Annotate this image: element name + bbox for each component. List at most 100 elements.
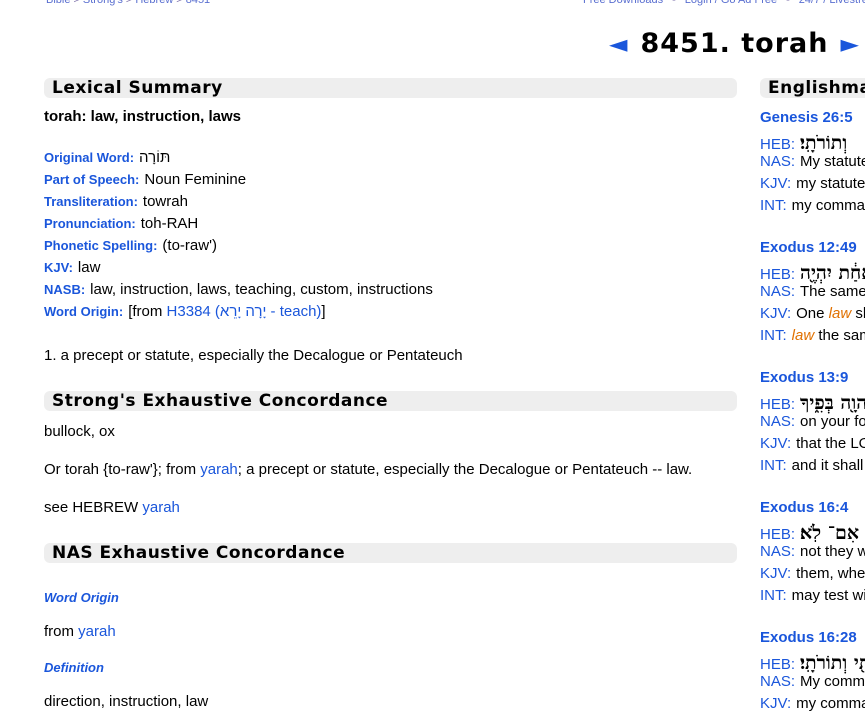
- text: ; a precept or statute, especially the D…: [237, 461, 693, 478]
- verse-line: INT: may test will walk: [760, 585, 865, 607]
- field-row: Phonetic Spelling: (to-raw'): [44, 235, 217, 257]
- hebrew: וְתוֹרֹתָֽי׃: [800, 132, 847, 154]
- separator: >: [176, 0, 183, 6]
- line-label: NAS:: [760, 413, 796, 430]
- text: that the LORD'S law: [796, 435, 865, 452]
- hebrew: בְּתוֹרָתִ֖י אִם־ לֹֽא׃: [800, 522, 865, 544]
- text: may test will walk: [791, 587, 865, 604]
- text: not they will walk: [800, 543, 865, 560]
- top-link[interactable]: Login / Go Ad Free: [684, 0, 778, 6]
- line-label: KJV:: [760, 435, 792, 452]
- breadcrumb: Bible > Strong's > Hebrew >8451: [46, 0, 210, 6]
- line-label: HEB:: [760, 396, 796, 413]
- verse-line: NAS:not they will walk: [760, 541, 865, 563]
- text: ]: [321, 303, 326, 320]
- verse-line: KJV:my commandments: [760, 693, 865, 715]
- subheading: Definition: [44, 660, 104, 675]
- verse-line: HEB:תּוֹרָ֣ה אַחַ֔ת יִהְיֶ֖ה: [760, 262, 865, 286]
- verse-ref[interactable]: Exodus 13:9: [760, 369, 849, 386]
- line-label: INT:: [760, 457, 787, 474]
- breadcrumb-link[interactable]: Hebrew: [135, 0, 174, 6]
- text: Or torah {to-raw'}; from: [44, 461, 201, 478]
- verse-line: NAS:My statutes and My laws.: [760, 151, 865, 173]
- breadcrumb-link[interactable]: 8451: [185, 0, 211, 6]
- verse-line: INT: my commandments my statutes and my l…: [760, 195, 865, 217]
- breadcrumb-link[interactable]: Strong's: [82, 0, 123, 6]
- field-row: Word Origin: [from H3384 (יָרָה יָרֵא - t…: [44, 301, 326, 323]
- link[interactable]: yarah: [200, 461, 238, 478]
- strongs-line: bullock, ox: [44, 421, 115, 443]
- field-row: Original Word: תּוֹרָה: [44, 147, 170, 169]
- verse-text: my commandments: [796, 695, 865, 712]
- field-row: Pronunciation: toh-RAH: [44, 213, 198, 235]
- text: One: [796, 305, 829, 322]
- verse-line: KJV:that the LORD'S law: [760, 433, 865, 455]
- next-arrow[interactable]: ►: [840, 30, 860, 58]
- line-label: NAS:: [760, 543, 796, 560]
- verse-text: may test will walk: [792, 587, 865, 604]
- field-label: Original Word:: [44, 150, 135, 165]
- text: (to-raw'): [162, 237, 217, 254]
- verse-ref[interactable]: Exodus 16:28: [760, 629, 857, 646]
- link[interactable]: yarah: [142, 499, 180, 516]
- field-label: Pronunciation:: [44, 216, 136, 231]
- top-links: Free Downloads - Login / Go Ad Free - 24/7 /…: [583, 0, 865, 6]
- field-label: Transliteration:: [44, 194, 138, 209]
- line-label: NAS:: [760, 673, 796, 690]
- verse-line: HEB:מִצְוֹתַ֖י וְתוֹרֹתָֽי׃: [760, 652, 865, 676]
- concordance: Englishman's Concordance Genesis 26:5 HEB:…: [760, 0, 865, 723]
- verse-text: that the LORD'S law: [796, 435, 865, 452]
- separator: >: [125, 0, 133, 6]
- verse-line: NAS:My commandments: [760, 671, 865, 693]
- verse-ref[interactable]: Genesis 26:5: [760, 109, 853, 126]
- text: My commandments: [800, 673, 865, 690]
- top-link[interactable]: 24/7 / Livestream: [798, 0, 865, 6]
- origin-line: from yarah: [44, 621, 116, 643]
- line-label: NAS:: [760, 153, 796, 170]
- subheading: Word Origin: [44, 590, 119, 605]
- hebrew: תּוֹרַ֥ת יְהוָ֖ה בְּפִ֑יךָ: [800, 392, 865, 414]
- text: וְתוֹרֹתָֽי׃: [800, 132, 848, 154]
- verse-text: on your forehead, that the law: [800, 413, 865, 430]
- text: The same law shall apply: [800, 283, 865, 300]
- field-label: Word Origin:: [44, 304, 124, 319]
- text: מִצְוֹתַ֖י וְתוֹרֹתָֽי׃: [800, 652, 865, 674]
- text: towrah: [142, 193, 188, 210]
- text: my statutes, and my laws.: [796, 175, 865, 192]
- field-label: NASB:: [44, 282, 86, 297]
- highlight: law: [828, 305, 852, 322]
- verse-line: INT:law the same shall be to the native: [760, 325, 865, 347]
- hebrew: מִצְוֹתַ֖י וְתוֹרֹתָֽי׃: [800, 652, 865, 674]
- text: shall be to him that is homeborn: [855, 305, 865, 322]
- link[interactable]: yarah: [78, 623, 116, 640]
- field-label: KJV:: [44, 260, 73, 275]
- prev-arrow[interactable]: ◄: [609, 30, 629, 58]
- field-row: Transliteration: towrah: [44, 191, 188, 213]
- verse-line: INT: and it shall be for a sign: [760, 455, 865, 477]
- definition: direction, instruction, law: [44, 693, 209, 710]
- verse-text: The same law shall apply: [800, 283, 865, 300]
- text: on your forehead, that the law: [800, 413, 865, 430]
- text: from: [44, 623, 79, 640]
- text: My statutes and My laws.: [800, 153, 865, 170]
- verse-text: My statutes and My laws.: [800, 153, 865, 170]
- top-link[interactable]: Free Downloads: [583, 0, 664, 6]
- breadcrumb-link[interactable]: Bible: [46, 0, 71, 6]
- verse-ref[interactable]: Exodus 16:4: [760, 499, 849, 516]
- separator: -: [672, 0, 676, 6]
- verse-text: and it shall be for a sign: [792, 457, 865, 474]
- verse-ref[interactable]: Exodus 12:49: [760, 239, 857, 256]
- hebrew: תּוֹרָ֣ה אַחַ֔ת יִהְיֶ֖ה: [800, 262, 865, 284]
- text: my commandments my statutes and my laws: [791, 197, 865, 214]
- field-row: KJV: law: [44, 257, 100, 279]
- verse-line: HEB:תּוֹרַ֥ת יְהוָ֖ה בְּפִ֑יךָ: [760, 392, 865, 416]
- field-row: NASB: law, instruction, laws, teaching, c…: [44, 279, 433, 301]
- line-label: HEB:: [760, 266, 796, 283]
- line-label: HEB:: [760, 526, 796, 543]
- field-label: Part of Speech:: [44, 172, 140, 187]
- section-heading: Englishman's Concordance: [760, 78, 865, 98]
- strongs-line: Or torah {to-raw'}; from yarah; a precep…: [44, 459, 692, 481]
- link[interactable]: H3384 (יָרָה יָרֵא - teach): [166, 303, 322, 320]
- verse-line: KJV:One law shall be to him that is home…: [760, 303, 865, 325]
